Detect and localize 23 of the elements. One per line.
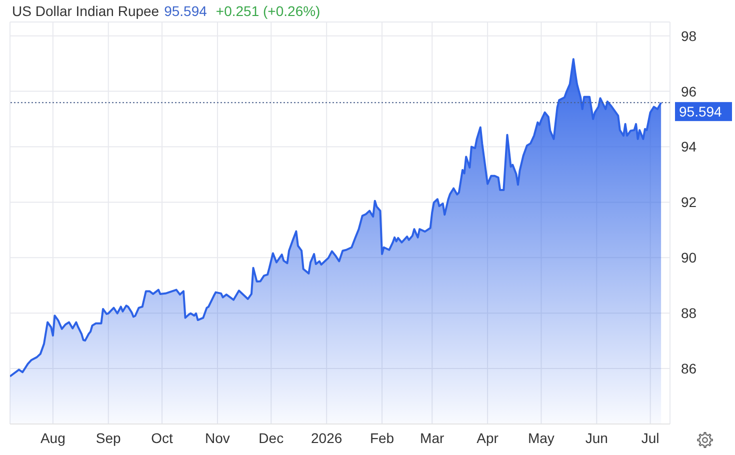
x-tick-label: Sep (96, 430, 122, 446)
x-tick-label: Mar (420, 430, 444, 446)
ref-line-label: 95.594 (679, 104, 722, 120)
text: +0.251 (+0.26%) (216, 3, 320, 19)
x-tick-label: Dec (258, 430, 284, 446)
x-tick-label: Feb (370, 430, 394, 446)
x-tick-label: Nov (205, 430, 230, 446)
y-tick-label: 88 (681, 305, 697, 322)
x-tick-label: Oct (151, 430, 174, 446)
x-tick-label: Aug (40, 430, 66, 446)
y-tick-label: 98 (681, 28, 697, 44)
x-tick-label: Jul (641, 430, 660, 446)
y-tick-label: 92 (681, 194, 697, 210)
y-tick-label: 86 (681, 360, 697, 377)
x-tick-label: Jun (585, 430, 608, 446)
chart-title: US Dollar Indian Rupee (12, 3, 160, 19)
y-tick-label: 94 (681, 138, 697, 155)
x-tick-label: May (528, 430, 554, 446)
y-tick-label: 96 (681, 83, 697, 100)
text: 95.594 (164, 3, 207, 19)
x-tick-label: 2026 (311, 430, 342, 446)
y-tick-label: 90 (681, 250, 697, 266)
x-tick-label: Apr (476, 430, 499, 446)
